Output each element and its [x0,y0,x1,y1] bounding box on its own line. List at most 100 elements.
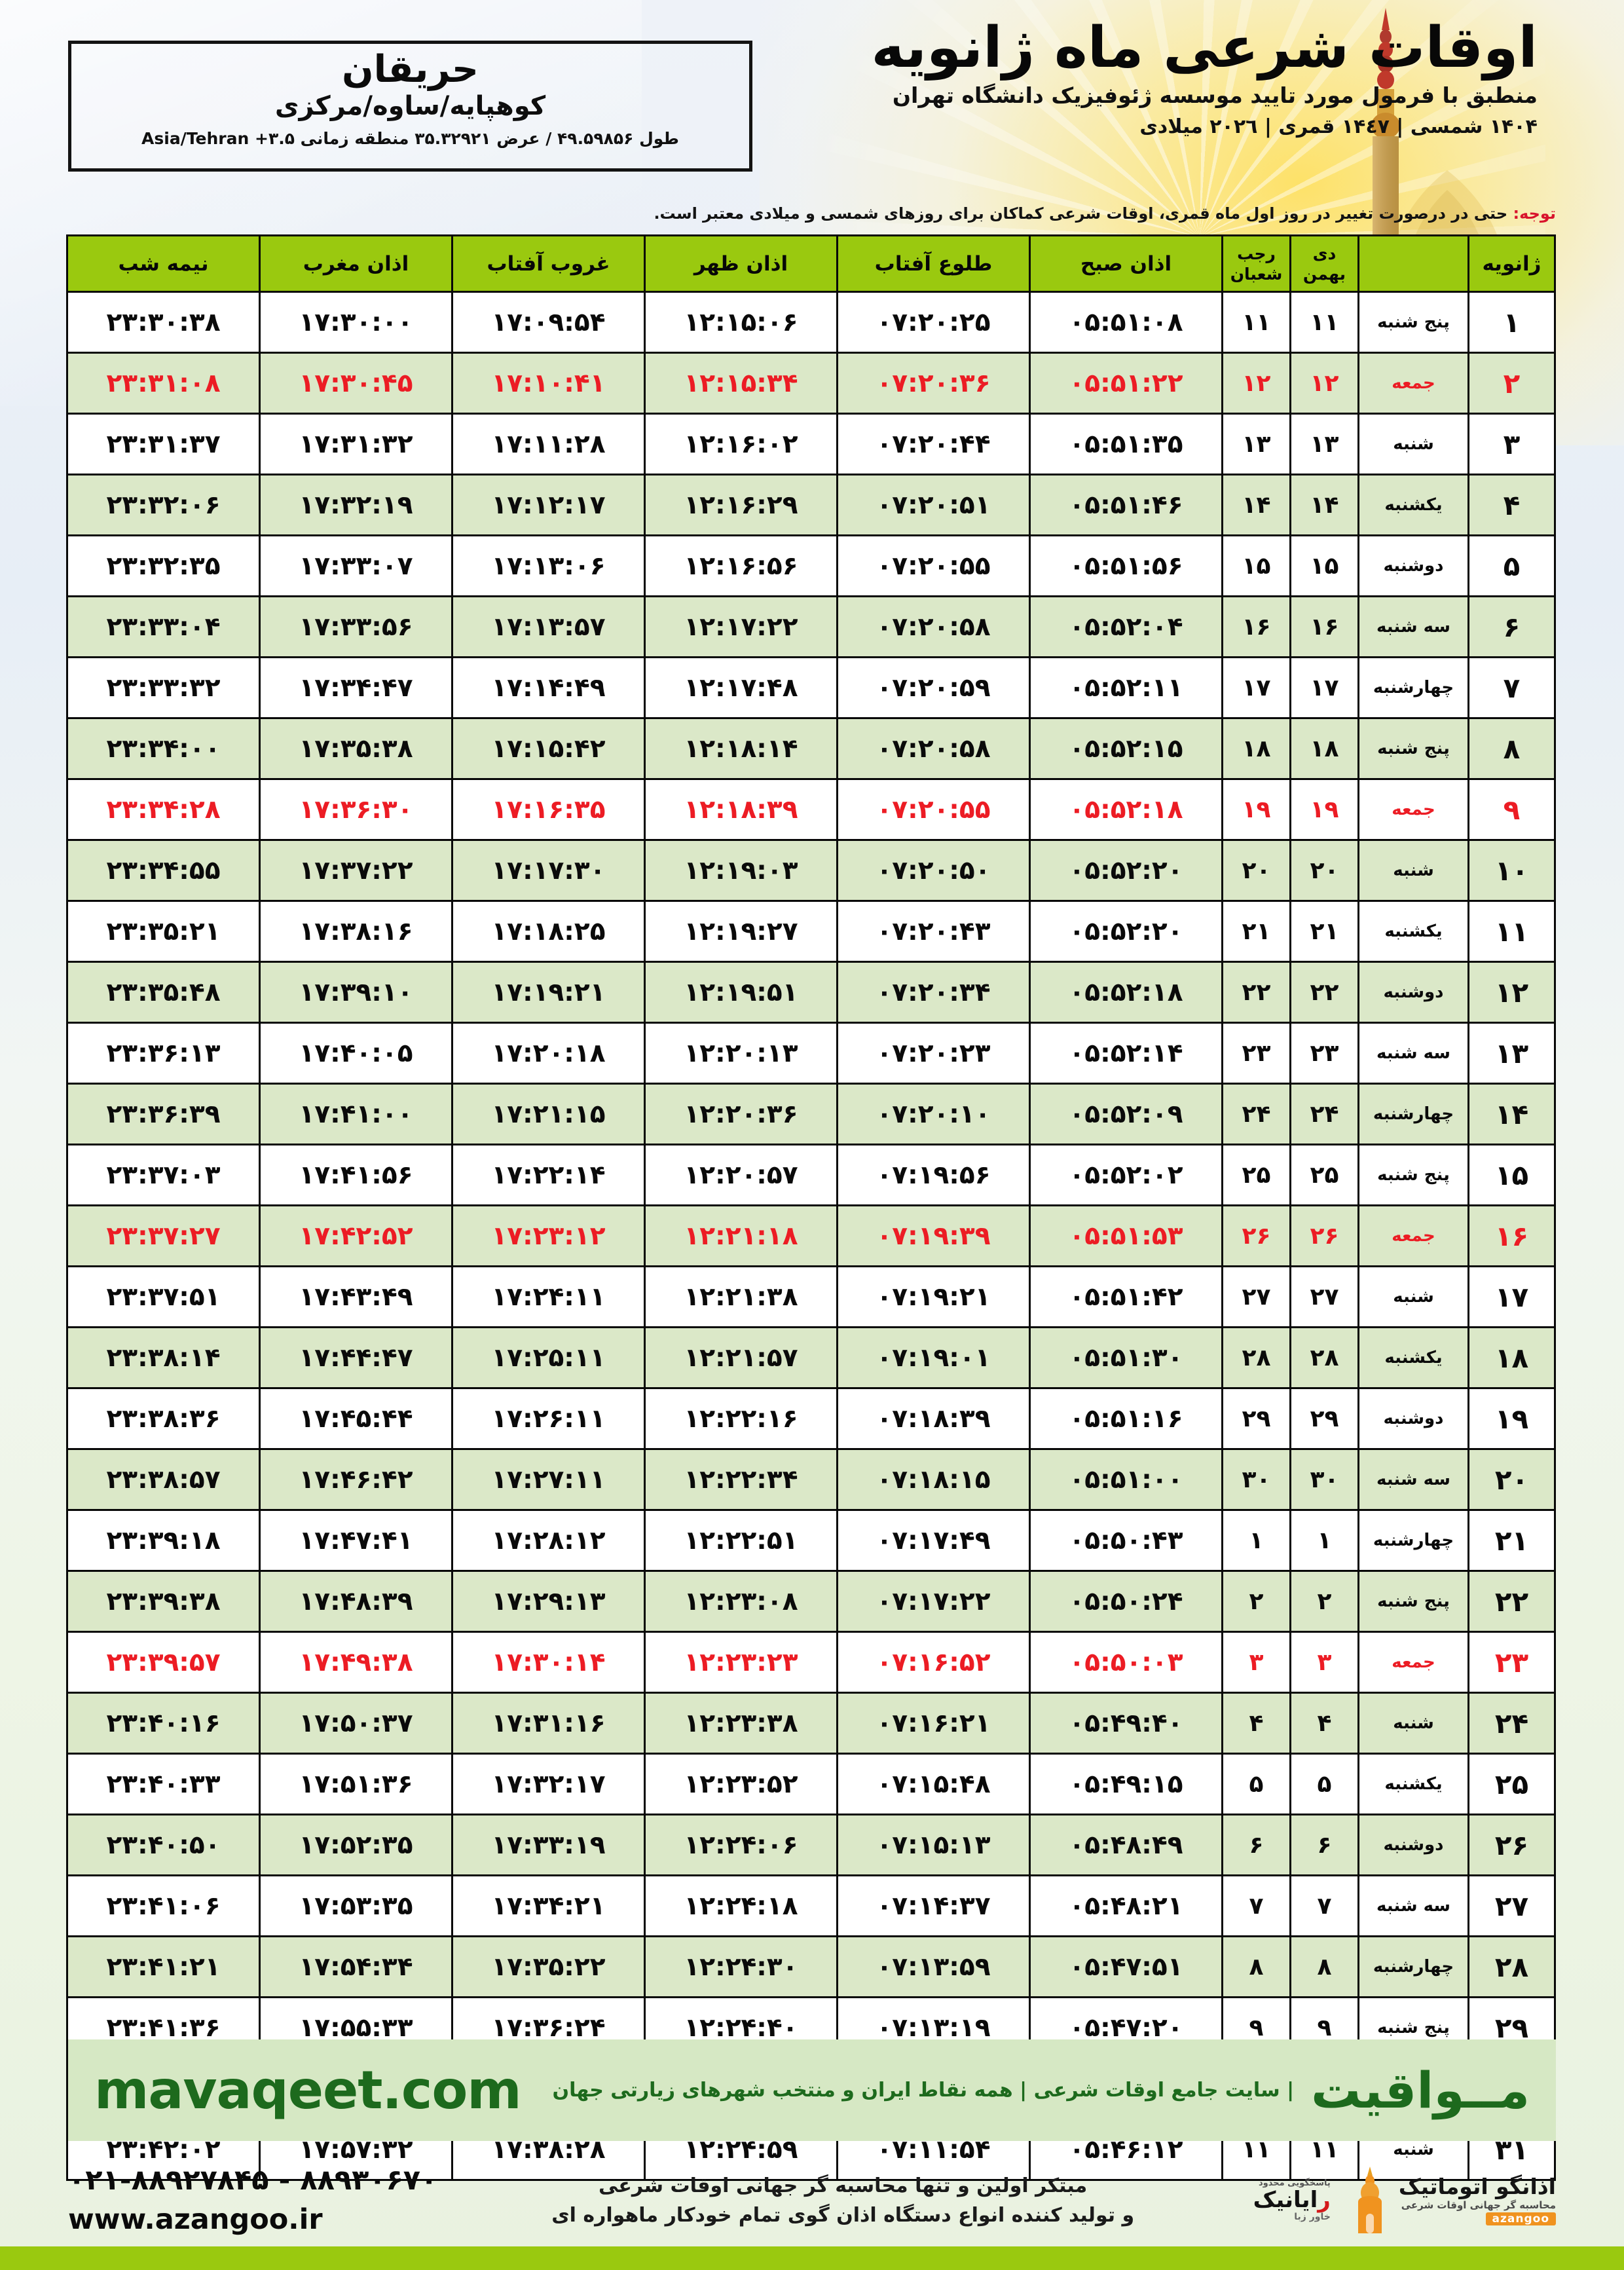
table-row: ۲۰ سه شنبه ۳۰ ۳۰ ۰۵:۵۱:۰۰ ۰۷:۱۸:۱۵ ۱۲:۲۲:۳۴ ۱۷:… [66,1448,1556,1511]
cell-shamsi: ۱۳ [1289,413,1359,475]
cell-hijri: ۶ [1221,1814,1291,1876]
cell-day: ۱۱ [1467,900,1556,963]
cell-hijri: ۲۷ [1221,1265,1291,1328]
cell-shamsi: ۵ [1289,1753,1359,1815]
cell-fajr: ۰۵:۴۸:۲۱ [1029,1874,1223,1937]
cell-hijri: ۲۳ [1221,1022,1291,1085]
cell-hijri: ۳۰ [1221,1448,1291,1511]
cell-weekday: سه شنبه [1357,1022,1469,1085]
cell-weekday: دوشنبه [1357,1387,1469,1450]
cell-sunrise: ۰۷:۱۷:۲۲ [836,1570,1031,1633]
azangoo-logo-badge: azangoo [1485,2212,1556,2226]
cell-day: ۱۳ [1467,1022,1556,1085]
cell-dhuhr: ۱۲:۲۲:۵۱ [644,1509,838,1572]
location-coordinates: طول ۴۹.۵۹۸۵۶ / عرض ۳۵.۳۲۹۲۱ منطقه زمانی … [141,129,679,149]
cell-dhuhr: ۱۲:۲۳:۵۲ [644,1753,838,1815]
cell-sunset: ۱۷:۳۲:۱۷ [451,1753,646,1815]
cell-weekday: پنج شنبه [1357,291,1469,354]
cell-day: ۹ [1467,778,1556,841]
cell-sunset: ۱۷:۱۷:۳۰ [451,839,646,902]
cell-fajr: ۰۵:۵۲:۲۰ [1029,839,1223,902]
page-footer: اذانگو اتوماتیک محاسبه گر جهانی اوقات شر… [68,2151,1556,2250]
cell-hijri: ۲۱ [1221,900,1291,963]
cell-sunset: ۱۷:۲۳:۱۲ [451,1204,646,1267]
cell-midnight: ۲۳:۳۶:۳۹ [66,1083,261,1145]
cell-sunset: ۱۷:۳۰:۱۴ [451,1631,646,1694]
brand-tagline: | سایت جامع اوقات شرعی | همه نقاط ایران … [552,2079,1295,2102]
cell-weekday: یکشنبه [1357,1326,1469,1389]
cell-sunrise: ۰۷:۱۷:۴۹ [836,1509,1031,1572]
bottom-strip [0,2246,1624,2270]
cell-shamsi: ۲۷ [1289,1265,1359,1328]
cell-sunrise: ۰۷:۲۰:۴۳ [836,900,1031,963]
rayaneek-logo-initial: ر [1318,2187,1331,2214]
cell-shamsi: ۶ [1289,1814,1359,1876]
cell-midnight: ۲۳:۳۹:۳۸ [66,1570,261,1633]
col-header-fajr: اذان صبح [1029,234,1223,293]
cell-dhuhr: ۱۲:۱۷:۲۲ [644,595,838,658]
cell-fajr: ۰۵:۵۱:۵۶ [1029,534,1223,597]
location-region: کوهپایه/ساوه/مرکزی [274,91,546,122]
table-row: ۲۸ چهارشنبه ۸ ۸ ۰۵:۴۷:۵۱ ۰۷:۱۳:۵۹ ۱۲:۲۴:۳۰ ۱۷:۳… [66,1935,1556,1998]
table-row: ۱۰ شنبه ۲۰ ۲۰ ۰۵:۵۲:۲۰ ۰۷:۲۰:۵۰ ۱۲:۱۹:۰۳ ۱۷:۱۷:… [66,839,1556,902]
col-header-midnight: نیمه شب [66,234,261,293]
cell-sunrise: ۰۷:۱۵:۱۳ [836,1814,1031,1876]
table-row: ۱۷ شنبه ۲۷ ۲۷ ۰۵:۵۱:۴۲ ۰۷:۱۹:۲۱ ۱۲:۲۱:۳۸ ۱۷:۲۴:… [66,1265,1556,1328]
cell-shamsi: ۴ [1289,1692,1359,1755]
cell-fajr: ۰۵:۵۱:۲۲ [1029,352,1223,415]
cell-sunset: ۱۷:۲۸:۱۲ [451,1509,646,1572]
cell-midnight: ۲۳:۳۴:۰۰ [66,717,261,780]
cell-sunset: ۱۷:۲۶:۱۱ [451,1387,646,1450]
cell-hijri: ۵ [1221,1753,1291,1815]
cell-sunrise: ۰۷:۱۶:۵۲ [836,1631,1031,1694]
cell-sunrise: ۰۷:۲۰:۱۰ [836,1083,1031,1145]
cell-shamsi: ۸ [1289,1935,1359,1998]
cell-fajr: ۰۵:۵۱:۰۰ [1029,1448,1223,1511]
cell-midnight: ۲۳:۳۷:۰۳ [66,1144,261,1206]
cell-fajr: ۰۵:۵۱:۴۲ [1029,1265,1223,1328]
cell-maghrib: ۱۷:۳۰:۴۵ [259,352,453,415]
table-row: ۲۴ شنبه ۴ ۴ ۰۵:۴۹:۴۰ ۰۷:۱۶:۲۱ ۱۲:۲۳:۳۸ ۱۷:۳۱:۱۶… [66,1692,1556,1755]
table-row: ۱۴ چهارشنبه ۲۴ ۲۴ ۰۵:۵۲:۰۹ ۰۷:۲۰:۱۰ ۱۲:۲۰:۳۶ ۱۷… [66,1083,1556,1145]
cell-midnight: ۲۳:۳۲:۰۶ [66,474,261,536]
cell-day: ۳ [1467,413,1556,475]
col-header-maghrib: اذان مغرب [259,234,453,293]
cell-sunrise: ۰۷:۲۰:۵۵ [836,778,1031,841]
footer-phone: ۰۲۱-۸۸۹۲۷۸۴۵ - ۸۸۹۳۰۶۷۰ [68,2164,438,2197]
brand-bar: مــواقیت | سایت جامع اوقات شرعی | همه نق… [68,2039,1556,2141]
table-header: ژانویه دی بهمن رجب شعبان اذ [66,234,1556,293]
cell-midnight: ۲۳:۳۱:۰۸ [66,352,261,415]
cell-day: ۱۴ [1467,1083,1556,1145]
cell-maghrib: ۱۷:۳۲:۱۹ [259,474,453,536]
cell-maghrib: ۱۷:۵۴:۳۴ [259,1935,453,1998]
cell-dhuhr: ۱۲:۲۲:۱۶ [644,1387,838,1450]
cell-fajr: ۰۵:۵۰:۲۴ [1029,1570,1223,1633]
cell-midnight: ۲۳:۳۳:۳۲ [66,656,261,719]
cell-midnight: ۲۳:۴۱:۰۶ [66,1874,261,1937]
cell-day: ۸ [1467,717,1556,780]
table-row: ۷ چهارشنبه ۱۷ ۱۷ ۰۵:۵۲:۱۱ ۰۷:۲۰:۵۹ ۱۲:۱۷:۴۸ ۱۷:… [66,656,1556,719]
cell-day: ۲۲ [1467,1570,1556,1633]
table-row: ۱۸ یکشنبه ۲۸ ۲۸ ۰۵:۵۱:۳۰ ۰۷:۱۹:۰۱ ۱۲:۲۱:۵۷ ۱۷:۲… [66,1326,1556,1389]
cell-hijri: ۱۱ [1221,291,1291,354]
notice-line: توجه: حتی در درصورت تغییر در روز اول ماه… [68,204,1556,223]
cell-shamsi: ۲۵ [1289,1144,1359,1206]
cell-maghrib: ۱۷:۳۱:۳۲ [259,413,453,475]
cell-weekday: جمعه [1357,778,1469,841]
footer-website[interactable]: www.azangoo.ir [68,2203,323,2236]
notice-text: حتی در درصورت تغییر در روز اول ماه قمری،… [654,204,1508,223]
brand-url[interactable]: mavaqeet.com [94,2060,522,2121]
cell-weekday: سه شنبه [1357,1448,1469,1511]
cell-maghrib: ۱۷:۴۱:۵۶ [259,1144,453,1206]
cell-dhuhr: ۱۲:۱۶:۲۹ [644,474,838,536]
cell-hijri: ۲۸ [1221,1326,1291,1389]
footer-slogan: مبتکر اولین و تنها محاسبه گر جهانی اوقات… [437,2171,1248,2230]
cell-midnight: ۲۳:۳۸:۳۶ [66,1387,261,1450]
cell-sunrise: ۰۷:۲۰:۳۴ [836,961,1031,1024]
cell-dhuhr: ۱۲:۱۹:۲۷ [644,900,838,963]
cell-hijri: ۱۳ [1221,413,1291,475]
col-header-weekday [1357,234,1469,293]
cell-sunrise: ۰۷:۱۸:۳۹ [836,1387,1031,1450]
rayaneek-logo-sub: خاور زبا [1294,2211,1331,2222]
cell-weekday: شنبه [1357,1265,1469,1328]
